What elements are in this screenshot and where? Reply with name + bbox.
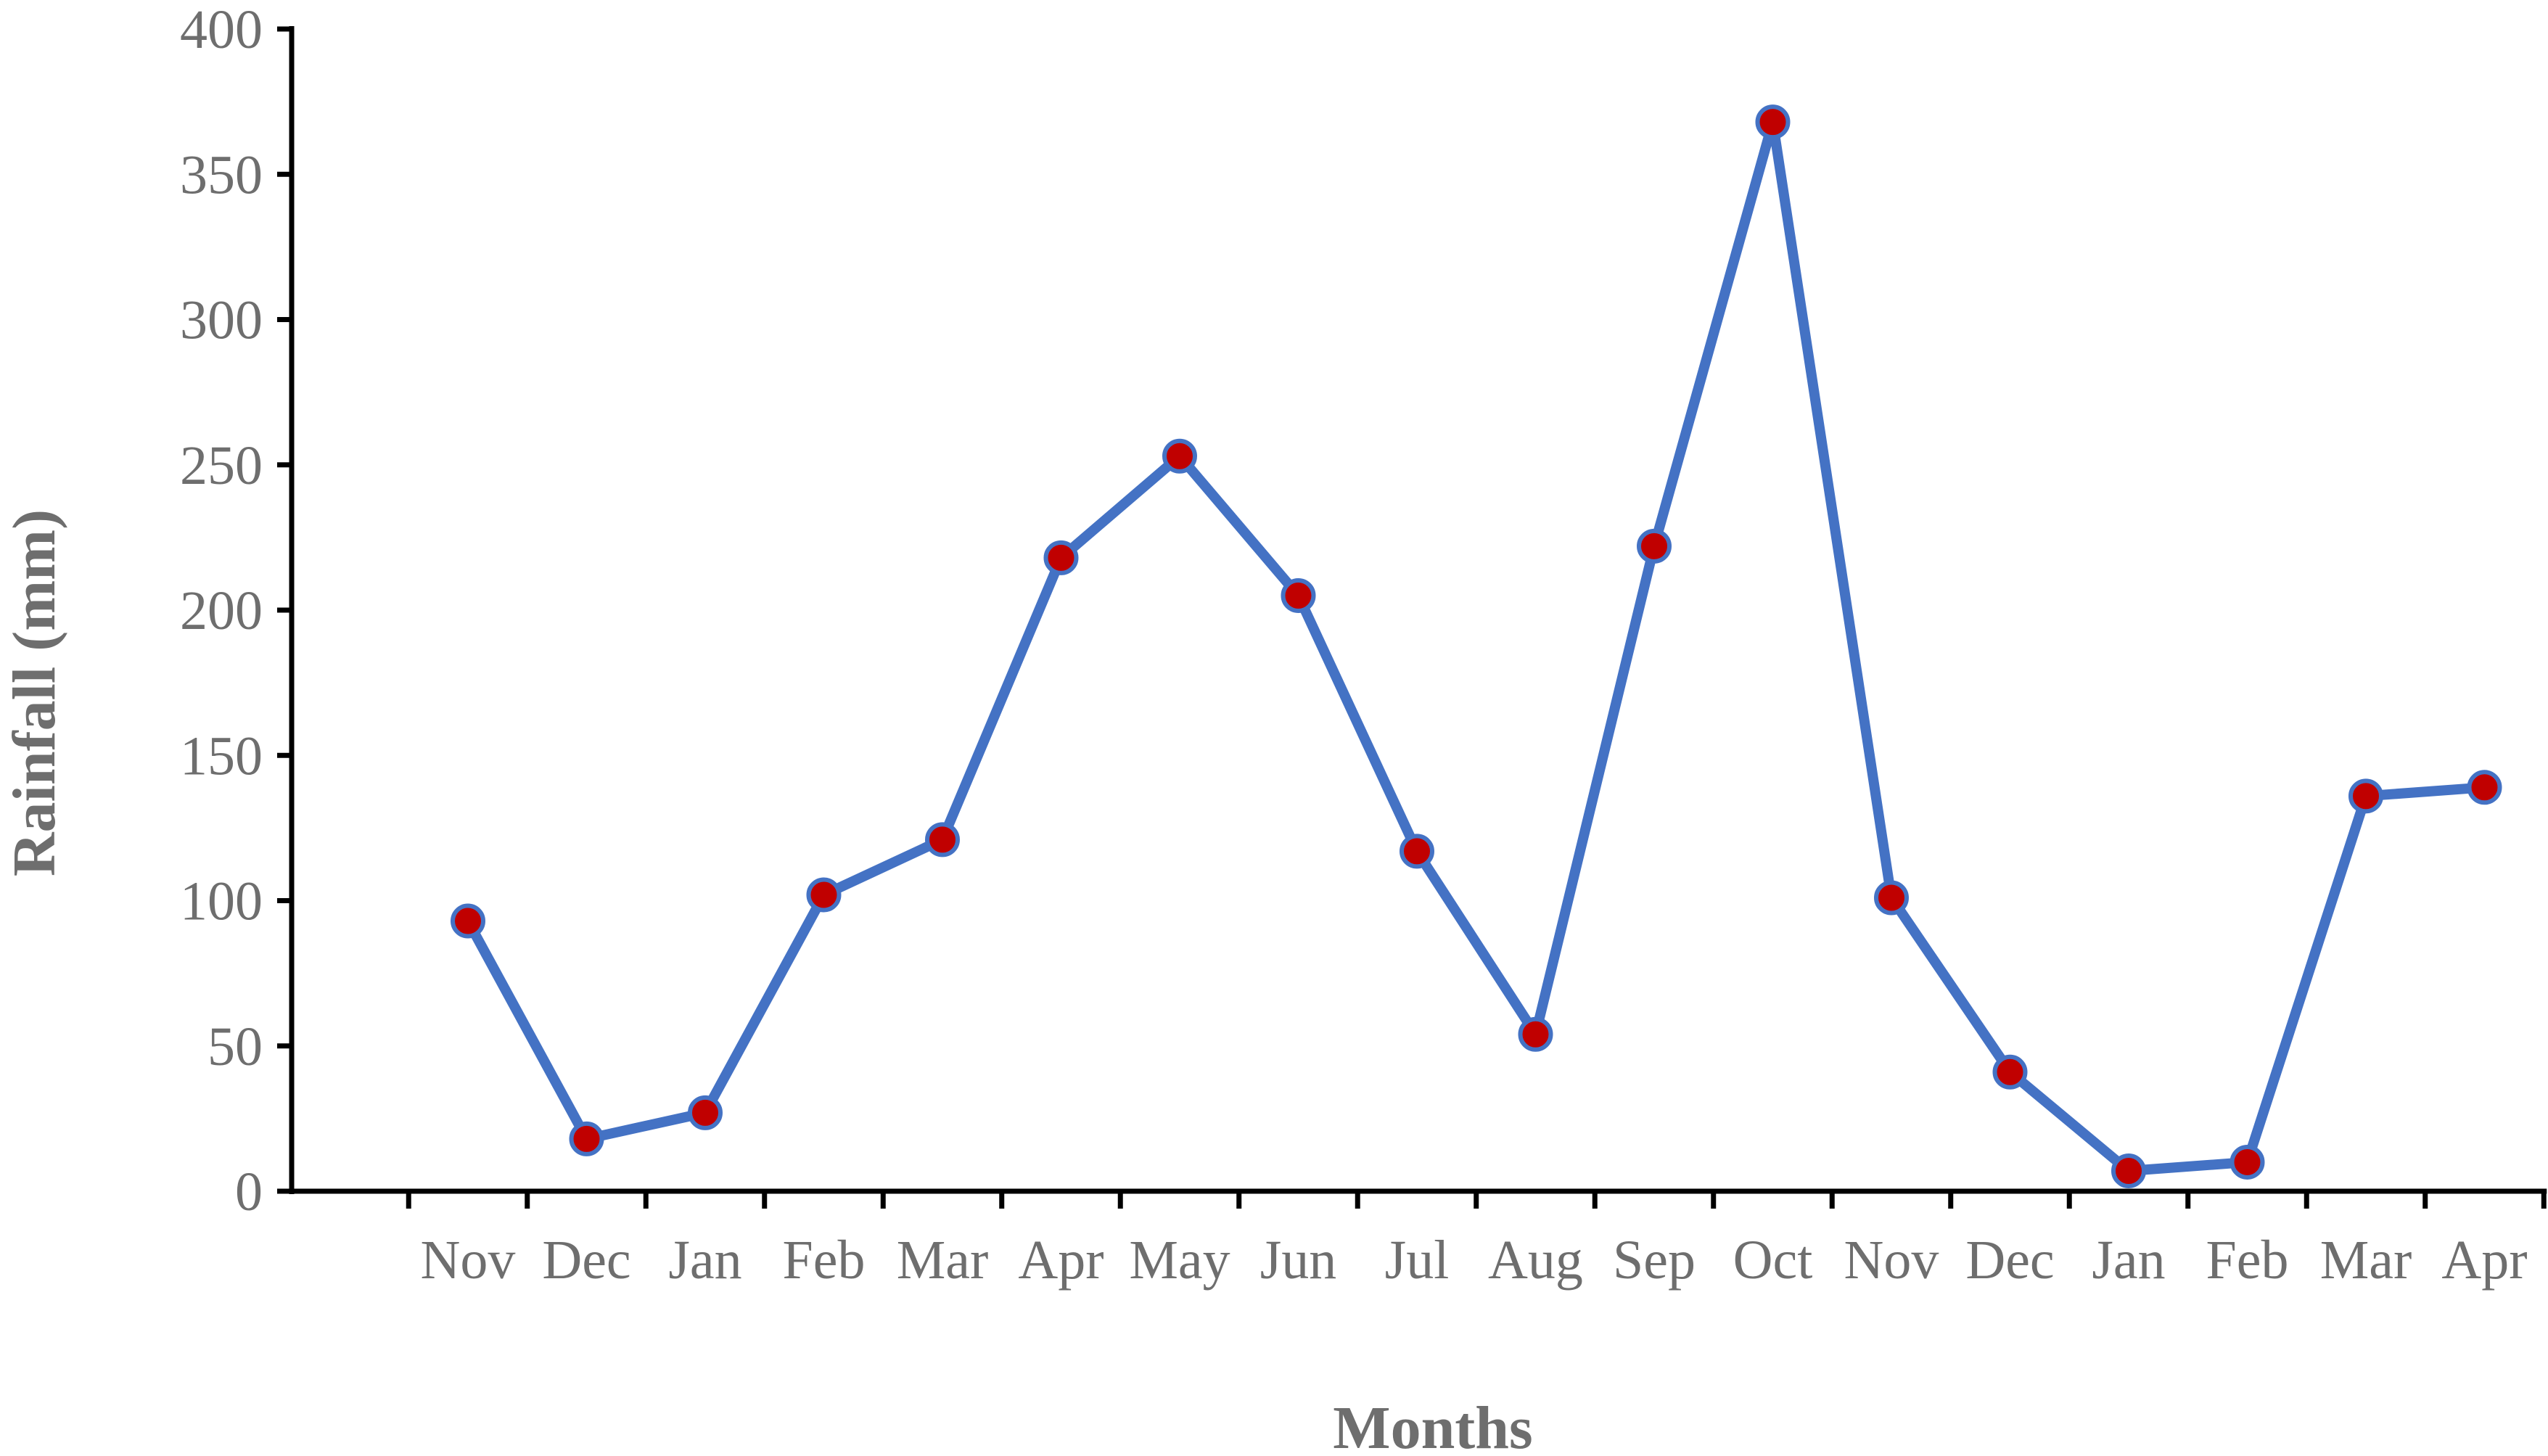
x-tick-label: Jan — [2092, 1230, 2165, 1291]
x-tick-label: Apr — [2441, 1230, 2527, 1291]
y-tick-label: 50 — [207, 1016, 263, 1077]
x-axis-ticks — [406, 1191, 2547, 1209]
y-tick-label: 250 — [180, 435, 263, 496]
x-tick-label: Dec — [542, 1230, 630, 1291]
data-point — [1992, 1054, 2028, 1090]
y-axis-ticks — [277, 26, 292, 1194]
data-point — [1874, 880, 1909, 916]
x-tick-label: Dec — [1965, 1230, 2054, 1291]
y-tick-label: 200 — [180, 580, 263, 641]
x-tick-label: Oct — [1733, 1230, 1813, 1291]
data-point — [1043, 540, 1079, 575]
x-tick-label: Apr — [1018, 1230, 1104, 1291]
y-tick-label: 0 — [235, 1161, 263, 1222]
rainfall-data-points — [451, 104, 2502, 1188]
data-point — [1755, 104, 1791, 140]
x-tick-label: May — [1129, 1230, 1230, 1291]
x-tick-label: Jul — [1385, 1230, 1450, 1291]
x-tick-label: Nov — [421, 1230, 516, 1291]
x-tick-label: Feb — [2206, 1230, 2289, 1291]
x-tick-label: Aug — [1488, 1230, 1583, 1291]
x-tick-label: Nov — [1844, 1230, 1939, 1291]
x-tick-label: Feb — [783, 1230, 866, 1291]
data-point — [806, 877, 842, 913]
y-tick-label: 300 — [180, 290, 263, 351]
rainfall-series-line — [463, 117, 2490, 1176]
y-tick-label: 100 — [180, 871, 263, 932]
data-point — [1518, 1016, 1553, 1052]
y-axis-title: Rainfall (mm) — [1, 509, 68, 876]
data-point — [2230, 1144, 2265, 1180]
x-tick-label: Jan — [668, 1230, 741, 1291]
x-axis-tick-labels: Nov Dec Jan Feb Mar Apr May Jun Jul Aug Sep Oct Nov D… — [421, 1230, 2528, 1291]
data-point — [1162, 438, 1197, 474]
data-point — [569, 1121, 604, 1156]
x-tick-label: Mar — [897, 1230, 989, 1291]
data-point — [1400, 834, 1434, 869]
x-axis-title: Months — [1333, 1394, 1532, 1456]
data-point — [1637, 528, 1672, 564]
data-point — [2467, 770, 2502, 805]
y-axis-tick-labels: 0 50 100 150 200 250 300 350 400 — [180, 0, 263, 1222]
x-tick-label: Mar — [2320, 1230, 2412, 1291]
data-point — [925, 822, 960, 857]
data-point — [2111, 1153, 2146, 1188]
y-tick-label: 400 — [180, 0, 263, 60]
data-point — [2348, 778, 2383, 814]
x-tick-label: Sep — [1613, 1230, 1696, 1291]
data-point — [1281, 577, 1316, 613]
y-tick-label: 350 — [180, 144, 263, 205]
data-point — [688, 1095, 723, 1130]
x-tick-label: Jun — [1260, 1230, 1337, 1291]
data-point — [451, 903, 485, 939]
y-tick-label: 150 — [180, 725, 263, 786]
